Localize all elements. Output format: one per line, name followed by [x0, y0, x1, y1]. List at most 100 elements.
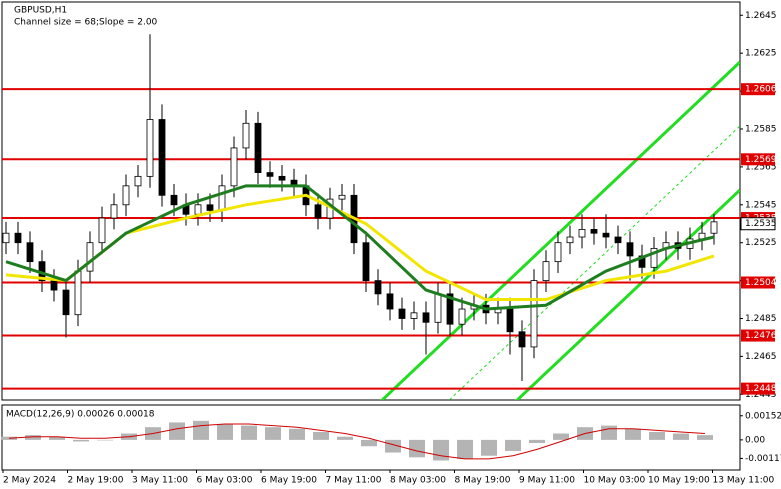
- candle-body: [386, 293, 394, 310]
- macd-bar: [313, 431, 329, 440]
- candle-body: [626, 242, 634, 257]
- macd-bar: [505, 439, 521, 451]
- candle-body: [122, 185, 130, 206]
- moving-average: [5, 184, 715, 311]
- macd-bar: [193, 420, 209, 440]
- x-tick-label: 9 May 11:00: [519, 476, 575, 486]
- candle-body: [110, 204, 118, 219]
- macd-bar: [97, 439, 113, 441]
- candle-body: [602, 232, 610, 238]
- candle-body: [266, 172, 274, 177]
- level-label: 1.2569: [745, 155, 777, 165]
- macd-bar: [697, 435, 713, 440]
- x-tick-label: 2 May 2024: [3, 476, 56, 486]
- candle-body: [254, 122, 262, 173]
- x-tick-label: 6 May 19:00: [261, 476, 317, 486]
- macd-tick-label: 0.00152: [745, 411, 781, 421]
- macd-bar: [625, 428, 641, 440]
- macd-signal: [8, 423, 706, 460]
- macd-bar: [481, 439, 497, 456]
- chart-title: GBPUSD,H1: [14, 6, 67, 16]
- macd-bar: [25, 435, 41, 440]
- candle-body: [410, 312, 418, 319]
- candle-body: [554, 242, 562, 263]
- candle-body: [314, 204, 322, 219]
- macd-bar: [433, 439, 449, 461]
- candle-body: [422, 312, 430, 323]
- x-tick-label: 3 May 11:00: [132, 476, 188, 486]
- candle-body: [338, 194, 346, 200]
- candle-body: [434, 293, 442, 323]
- level-label-box: [741, 329, 775, 342]
- candle-body: [542, 261, 550, 281]
- candle-body: [206, 204, 214, 211]
- level-label-box: [741, 382, 775, 395]
- macd-title: MACD(12,26,9) 0.00026 0.00018: [6, 410, 155, 420]
- macd-bar: [553, 433, 569, 440]
- channel-upper: [380, 60, 740, 400]
- macd-bar: [337, 436, 353, 440]
- x-tick-label: 6 May 03:00: [197, 476, 253, 486]
- level-label: 1.2504: [745, 278, 777, 288]
- candle-body: [242, 122, 250, 149]
- x-tick-label: 10 May 03:00: [584, 476, 646, 486]
- macd-bar: [409, 439, 425, 458]
- candle-body: [14, 232, 22, 244]
- level-label-box: [741, 153, 775, 166]
- y-tick-label: 1.2545: [745, 200, 777, 210]
- candle-body: [98, 217, 106, 244]
- macd-bar: [169, 422, 185, 440]
- channel-middle: [448, 125, 740, 400]
- candle-body: [146, 119, 154, 177]
- candle-body: [458, 308, 466, 325]
- macd-bar: [649, 431, 665, 440]
- macd-bar: [673, 433, 689, 440]
- chart-subtitle: Channel size = 68;Slope = 2.00: [14, 18, 158, 28]
- candle-body: [362, 242, 370, 281]
- macd-bar: [289, 428, 305, 440]
- candle-body: [194, 204, 202, 215]
- candle-body: [578, 229, 586, 238]
- plot-frame: [1, 1, 741, 401]
- y-tick-label: 1.2485: [745, 314, 777, 324]
- candle-body: [230, 147, 238, 187]
- level-label: 1.2606: [745, 85, 777, 95]
- candle-body: [710, 221, 718, 234]
- macd-bar: [361, 439, 377, 447]
- candle-body: [62, 289, 70, 316]
- x-tick-label: 10 May 19:00: [648, 476, 710, 486]
- level-label: 1.2476: [745, 331, 777, 341]
- current-price-label: 1.2535: [745, 219, 777, 229]
- y-tick-label: 1.2465: [745, 352, 777, 362]
- macd-tick-label: -0.00117: [745, 454, 781, 464]
- y-tick-label: 1.2645: [745, 11, 777, 21]
- candle-body: [506, 308, 514, 333]
- candle-body: [374, 280, 382, 295]
- candle-body: [518, 331, 526, 348]
- candle-body: [86, 242, 94, 272]
- channel-lower: [515, 188, 740, 400]
- macd-bar: [529, 439, 545, 444]
- macd-bar: [217, 424, 233, 440]
- levels: [2, 88, 740, 390]
- level-label: 1.2448: [745, 384, 777, 394]
- macd-bar: [73, 439, 89, 442]
- candle-body: [134, 175, 142, 187]
- macd-bar: [601, 425, 617, 440]
- x-tick-label: 2 May 19:00: [68, 476, 124, 486]
- x-tick-label: 13 May 11:00: [713, 476, 775, 486]
- candle-body: [566, 236, 574, 244]
- channel: [380, 60, 740, 400]
- candle-body: [650, 247, 658, 268]
- y-tick-label: 1.2525: [745, 238, 777, 248]
- candle-body: [170, 194, 178, 206]
- candle-body: [158, 119, 166, 196]
- x-tick-label: 8 May 03:00: [390, 476, 446, 486]
- candle-body: [218, 185, 226, 211]
- candle-body: [26, 242, 34, 263]
- y-tick-label: 1.2445: [745, 390, 777, 400]
- candles: [2, 34, 718, 382]
- axis: 1.26451.26251.26051.25851.25651.25451.25…: [2, 11, 781, 486]
